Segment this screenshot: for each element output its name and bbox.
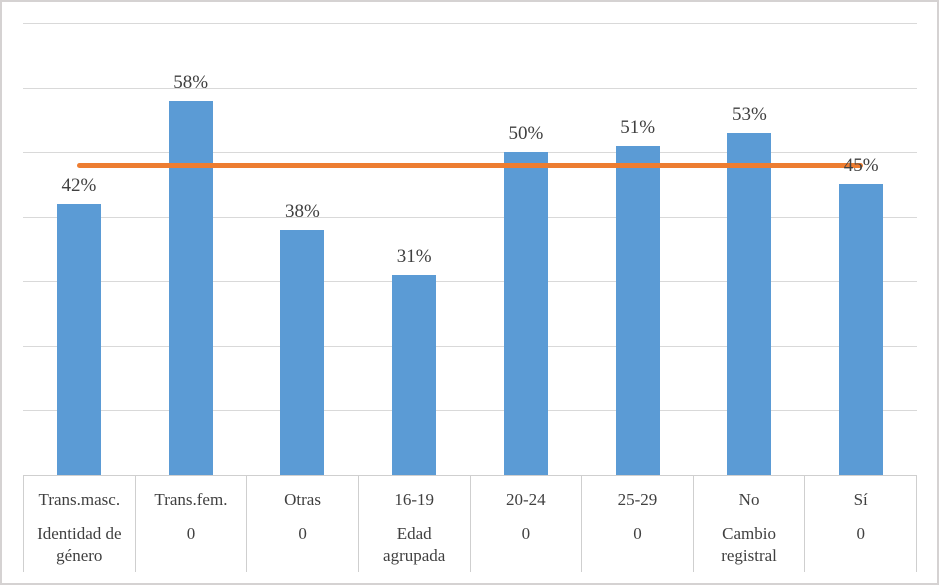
category-label: 16-19 bbox=[394, 490, 435, 509]
category-group-label: Identidad de género bbox=[37, 524, 122, 565]
axis-cell-Sí: Sí 0 bbox=[805, 476, 917, 572]
reference-line bbox=[76, 162, 864, 168]
gridline bbox=[23, 152, 917, 154]
gridline bbox=[23, 23, 917, 24]
category-group-label: Cambio registral bbox=[721, 524, 777, 565]
category-label: 25-29 bbox=[617, 490, 658, 509]
axis-cell-25-29: 25-29 0 bbox=[582, 476, 694, 572]
bar-20-24 bbox=[503, 152, 548, 475]
category-axis-table: Trans.masc. Identidad de género Trans.fem.… bbox=[23, 475, 917, 572]
category-label: Otras bbox=[284, 490, 321, 509]
category-group-label: 0 bbox=[856, 524, 865, 543]
bar-value-label: 58% bbox=[173, 71, 209, 93]
axis-cell-Trans.masc.: Trans.masc. Identidad de género bbox=[24, 476, 136, 572]
category-group-label: 0 bbox=[298, 524, 307, 543]
bar-value-label: 31% bbox=[396, 245, 432, 267]
axis-cell-Otras: Otras 0 bbox=[247, 476, 359, 572]
bar-16-19 bbox=[392, 274, 437, 475]
gridline bbox=[23, 281, 917, 283]
gridline bbox=[23, 216, 917, 218]
axis-cell-16-19: 16-19 Edad agrupada bbox=[359, 476, 471, 572]
bar-value-label: 50% bbox=[508, 123, 544, 145]
category-label: Trans.fem. bbox=[154, 490, 228, 509]
bar-Trans.fem. bbox=[168, 100, 213, 475]
category-label: Trans.masc. bbox=[38, 490, 121, 509]
bar-value-label: 42% bbox=[61, 174, 97, 196]
category-label: Sí bbox=[853, 490, 868, 509]
bar-value-label: 51% bbox=[620, 116, 656, 138]
gridline bbox=[23, 87, 917, 89]
category-label: No bbox=[738, 490, 760, 509]
bar-Sí bbox=[839, 184, 884, 475]
category-group-label: 0 bbox=[633, 524, 642, 543]
axis-cell-Trans.fem.: Trans.fem. 0 bbox=[136, 476, 248, 572]
category-group-label: Edad agrupada bbox=[383, 524, 446, 565]
category-group-label: 0 bbox=[186, 524, 196, 543]
plot-area: 42% 58% 38% 31% 50% 51% 53% 45% bbox=[23, 23, 917, 476]
category-label: 20-24 bbox=[505, 490, 546, 509]
category-group-label: 0 bbox=[521, 524, 531, 543]
bar-value-label: 53% bbox=[731, 103, 767, 125]
bar-25-29 bbox=[615, 145, 660, 475]
bar-value-label: 38% bbox=[284, 200, 320, 222]
gridline bbox=[23, 410, 917, 412]
axis-cell-20-24: 20-24 0 bbox=[471, 476, 583, 572]
bar-Trans.masc. bbox=[56, 203, 101, 475]
bar-No bbox=[727, 132, 772, 475]
bar-Otras bbox=[280, 229, 325, 475]
bar-value-label: 45% bbox=[843, 155, 879, 177]
axis-cell-No: No Cambio registral bbox=[694, 476, 806, 572]
gridline bbox=[23, 345, 917, 347]
